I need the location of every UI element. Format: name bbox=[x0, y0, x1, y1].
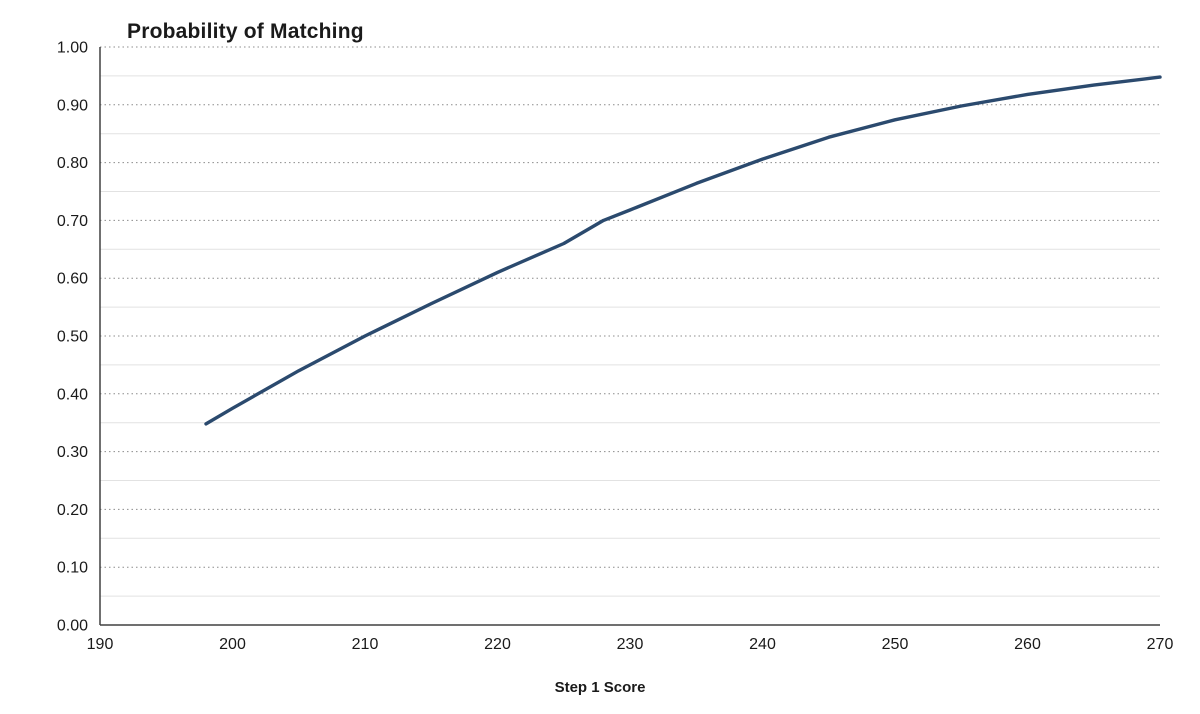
x-tick-label: 260 bbox=[1014, 636, 1041, 653]
x-tick-label: 210 bbox=[352, 636, 379, 653]
series-line bbox=[204, 75, 1162, 426]
y-tick-label: 1.00 bbox=[57, 40, 88, 57]
chart-title: Probability of Matching bbox=[127, 20, 364, 43]
y-tick-label: 0.00 bbox=[57, 618, 88, 635]
y-tick-label: 0.50 bbox=[57, 329, 88, 346]
y-tick-label: 0.20 bbox=[57, 502, 88, 519]
y-tick-label: 0.60 bbox=[57, 271, 88, 288]
y-tick-label: 0.10 bbox=[57, 560, 88, 577]
x-axis-title: Step 1 Score bbox=[554, 679, 646, 696]
x-tick-label: 240 bbox=[749, 636, 776, 653]
x-tick-label: 230 bbox=[617, 636, 644, 653]
y-tick-label: 0.40 bbox=[57, 386, 88, 403]
y-tick-label: 0.90 bbox=[57, 97, 88, 114]
y-tick-label: 0.70 bbox=[57, 213, 88, 230]
x-tick-label: 190 bbox=[87, 636, 114, 653]
y-tick-label: 0.30 bbox=[57, 444, 88, 461]
x-tick-label: 200 bbox=[219, 636, 246, 653]
y-tick-label: 0.80 bbox=[57, 155, 88, 172]
x-tick-label: 270 bbox=[1147, 636, 1174, 653]
x-tick-label: 220 bbox=[484, 636, 511, 653]
x-tick-label: 250 bbox=[882, 636, 909, 653]
